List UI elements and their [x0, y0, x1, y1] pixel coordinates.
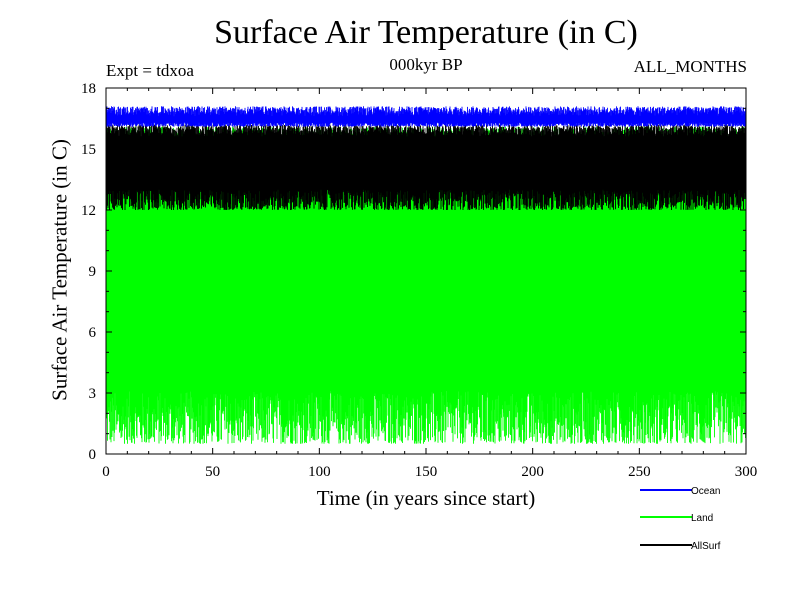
experiment-label: Expt = tdxoa [106, 61, 194, 80]
y-tick-label: 15 [81, 142, 96, 158]
series-ocean [105, 106, 747, 127]
x-tick-label: 300 [735, 464, 758, 480]
axes-layer: 0 50 100 150 200 250 300 0 3 6 9 12 15 18 [81, 81, 757, 480]
x-tick-label: 250 [628, 464, 651, 480]
chart-subtitle: 000kyr BP [389, 55, 463, 74]
x-tick-label: 0 [102, 464, 110, 480]
x-axis-label: Time (in years since start) [316, 486, 536, 510]
x-tick-label: 100 [308, 464, 331, 480]
x-tick-label: 200 [521, 464, 544, 480]
x-tick-label: 150 [415, 464, 438, 480]
legend-label-allsurf: AllSurf [691, 541, 721, 552]
y-tick-label: 12 [81, 203, 96, 219]
y-tick-label: 9 [89, 264, 97, 280]
y-tick-label: 18 [81, 81, 96, 97]
series-layer [105, 106, 747, 444]
series-allsurf [105, 124, 747, 210]
chart-title: Surface Air Temperature (in C) [214, 14, 638, 51]
x-tick-label: 50 [205, 464, 220, 480]
y-tick-label: 6 [89, 325, 97, 341]
y-tick-label: 3 [89, 386, 97, 402]
legend-label-ocean: Ocean [691, 486, 720, 497]
y-tick-label: 0 [89, 447, 97, 463]
legend-label-land: Land [691, 513, 713, 524]
legend: Ocean Land AllSurf [640, 486, 721, 552]
months-label: ALL_MONTHS [633, 57, 747, 76]
